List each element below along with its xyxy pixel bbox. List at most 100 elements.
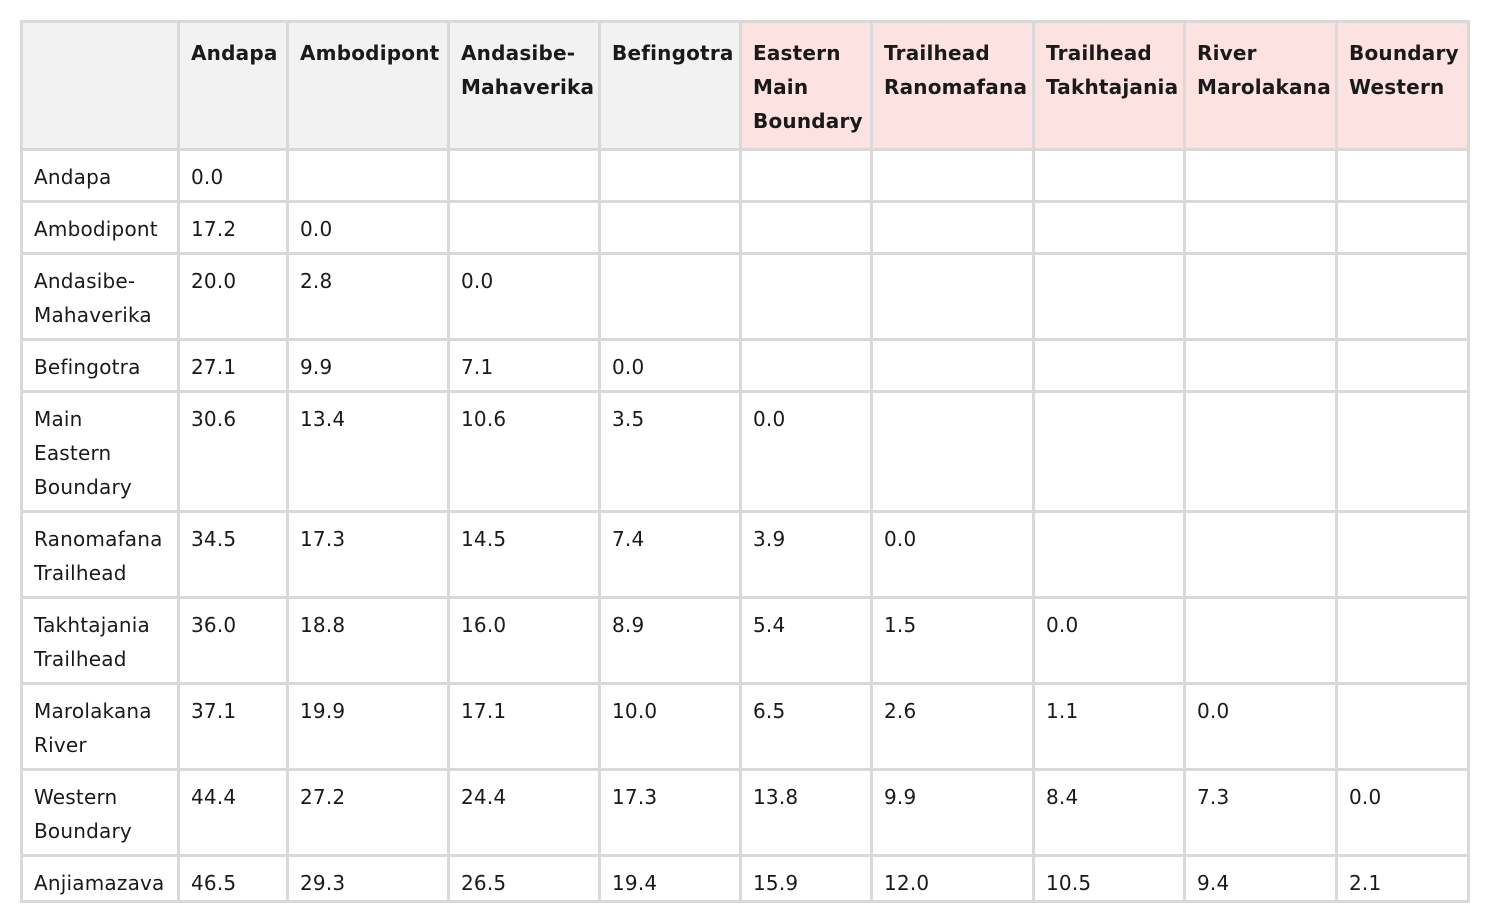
table-cell: 0.0 <box>739 390 873 513</box>
table-cell: 10.6 <box>447 390 601 513</box>
table-cell: 27.1 <box>177 338 289 393</box>
table-cell: 2.1 <box>1335 854 1470 903</box>
column-header: Ambodipont <box>286 20 450 151</box>
table-cell: 18.8 <box>286 596 450 685</box>
table-cell: 36.0 <box>177 596 289 685</box>
table-cell: 26.5 <box>447 854 601 903</box>
table-container: Andapa Ambodipont Andasibe-Mahaverika Befin… <box>20 20 1470 903</box>
table-row: Befingotra 27.1 9.9 7.1 0.0 <box>20 338 1470 393</box>
column-header: Eastern Main Boundary <box>739 20 873 151</box>
table-cell <box>1183 338 1338 393</box>
column-header: Andasibe-Mahaverika <box>447 20 601 151</box>
row-label: Befingotra <box>20 338 180 393</box>
table-cell: 30.6 <box>177 390 289 513</box>
table-cell: 0.0 <box>598 338 742 393</box>
table-row: Anjiamazava 46.5 29.3 26.5 19.4 15.9 12.0 10.5 9… <box>20 854 1470 903</box>
table-cell <box>870 148 1035 203</box>
table-cell: 0.0 <box>286 200 450 255</box>
table-cell <box>1335 510 1470 599</box>
table-cell <box>870 200 1035 255</box>
table-cell: 9.9 <box>870 768 1035 857</box>
table-cell: 37.1 <box>177 682 289 771</box>
table-cell: 0.0 <box>1183 682 1338 771</box>
table-cell <box>447 148 601 203</box>
table-row: Andasibe-Mahaverika 20.0 2.8 0.0 <box>20 252 1470 341</box>
table-cell: 7.4 <box>598 510 742 599</box>
table-cell: 20.0 <box>177 252 289 341</box>
table-cell: 10.0 <box>598 682 742 771</box>
row-label: Andapa <box>20 148 180 203</box>
table-cell <box>286 148 450 203</box>
column-header: Trailhead Takhtajania <box>1032 20 1186 151</box>
table-cell <box>1335 682 1470 771</box>
table-cell: 29.3 <box>286 854 450 903</box>
table-cell: 9.9 <box>286 338 450 393</box>
table-cell: 17.2 <box>177 200 289 255</box>
table-cell <box>1335 200 1470 255</box>
table-cell: 8.9 <box>598 596 742 685</box>
table-cell: 5.4 <box>739 596 873 685</box>
table-cell <box>447 200 601 255</box>
table-cell: 7.1 <box>447 338 601 393</box>
column-header: Befingotra <box>598 20 742 151</box>
table-body: Andapa 0.0 Ambodipont 17.2 0.0 Andasibe-Mahav… <box>20 148 1470 903</box>
table-cell: 34.5 <box>177 510 289 599</box>
table-cell <box>1032 148 1186 203</box>
table-cell: 19.9 <box>286 682 450 771</box>
table-cell <box>1183 596 1338 685</box>
table-cell: 0.0 <box>1335 768 1470 857</box>
table-row: Ranomafana Trailhead 34.5 17.3 14.5 7.4 3.9 0.… <box>20 510 1470 599</box>
table-cell <box>1183 390 1338 513</box>
table-cell: 27.2 <box>286 768 450 857</box>
row-label: Andasibe-Mahaverika <box>20 252 180 341</box>
table-cell <box>1183 510 1338 599</box>
table-cell <box>1032 252 1186 341</box>
table-cell: 0.0 <box>447 252 601 341</box>
table-cell: 0.0 <box>870 510 1035 599</box>
row-label: Anjiamazava <box>20 854 180 903</box>
table-cell: 2.8 <box>286 252 450 341</box>
table-cell <box>1032 338 1186 393</box>
table-cell <box>739 252 873 341</box>
table-row: Main Eastern Boundary 30.6 13.4 10.6 3.5 0.0 <box>20 390 1470 513</box>
table-cell: 7.3 <box>1183 768 1338 857</box>
column-header: Andapa <box>177 20 289 151</box>
row-label: Western Boundary <box>20 768 180 857</box>
table-row: Marolakana River 37.1 19.9 17.1 10.0 6.5 2.6 1.… <box>20 682 1470 771</box>
table-cell <box>739 200 873 255</box>
table-cell: 12.0 <box>870 854 1035 903</box>
table-cell: 0.0 <box>1032 596 1186 685</box>
table-cell: 3.9 <box>739 510 873 599</box>
table-row: Takhtajania Trailhead 36.0 18.8 16.0 8.9 5.4 1… <box>20 596 1470 685</box>
table-cell: 17.3 <box>598 768 742 857</box>
table-cell: 19.4 <box>598 854 742 903</box>
table-cell <box>1183 148 1338 203</box>
table-cell <box>598 148 742 203</box>
table-cell: 13.4 <box>286 390 450 513</box>
table-cell <box>1032 200 1186 255</box>
table-cell: 0.0 <box>177 148 289 203</box>
column-header: Boundary Western <box>1335 20 1470 151</box>
header-row: Andapa Ambodipont Andasibe-Mahaverika Befin… <box>20 20 1470 151</box>
table-cell: 6.5 <box>739 682 873 771</box>
table-cell <box>739 148 873 203</box>
table-cell: 9.4 <box>1183 854 1338 903</box>
column-header: River Marolakana <box>1183 20 1338 151</box>
table-cell <box>1335 148 1470 203</box>
table-cell: 1.5 <box>870 596 1035 685</box>
table-row: Western Boundary 44.4 27.2 24.4 17.3 13.8 9.9 8… <box>20 768 1470 857</box>
table-cell <box>870 338 1035 393</box>
table-cell <box>1183 252 1338 341</box>
table-cell <box>870 252 1035 341</box>
column-header: Trailhead Ranomafana <box>870 20 1035 151</box>
table-cell: 13.8 <box>739 768 873 857</box>
table-cell: 2.6 <box>870 682 1035 771</box>
table-cell <box>1032 510 1186 599</box>
table-cell <box>1335 390 1470 513</box>
table-cell: 17.3 <box>286 510 450 599</box>
table-cell <box>1335 338 1470 393</box>
table-cell: 14.5 <box>447 510 601 599</box>
table-cell: 44.4 <box>177 768 289 857</box>
table-cell: 10.5 <box>1032 854 1186 903</box>
table-cell: 1.1 <box>1032 682 1186 771</box>
